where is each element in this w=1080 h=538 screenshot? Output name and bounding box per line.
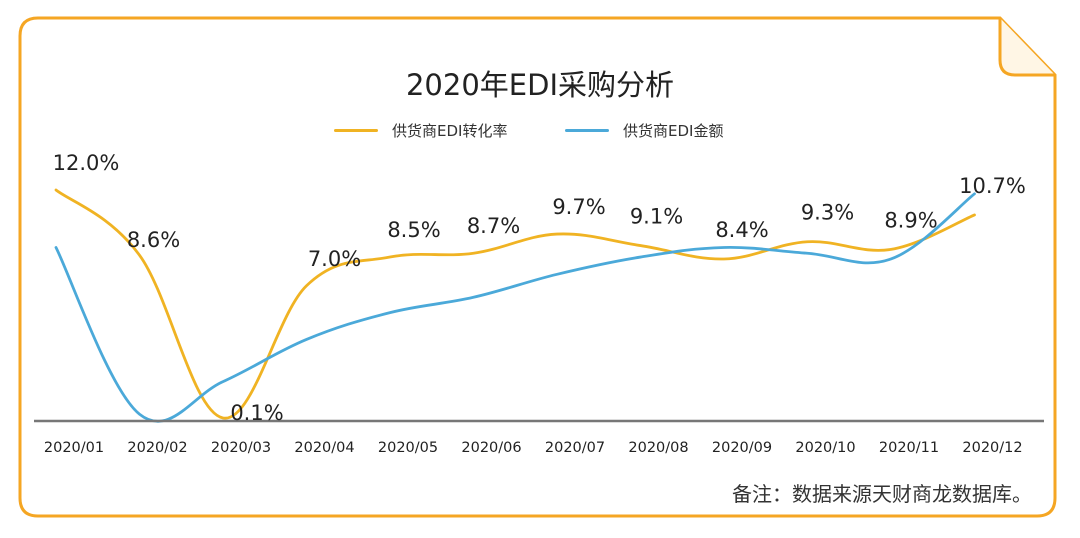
- data-label: 8.6%: [127, 228, 180, 252]
- x-tick-label: 2020/08: [628, 440, 688, 456]
- data-label: 9.1%: [630, 205, 683, 229]
- data-label: 10.7%: [959, 174, 1026, 198]
- x-tick-label: 2020/01: [44, 440, 104, 456]
- data-label: 0.1%: [230, 401, 283, 425]
- x-tick-label: 2020/04: [294, 440, 354, 456]
- x-tick-label: 2020/12: [962, 440, 1022, 456]
- x-tick-label: 2020/07: [545, 440, 605, 456]
- x-tick-label: 2020/09: [712, 440, 772, 456]
- data-label: 7.0%: [308, 247, 361, 271]
- series-line-conversion-rate: [54, 188, 976, 420]
- data-label: 12.0%: [53, 151, 120, 175]
- x-tick-label: 2020/02: [127, 440, 187, 456]
- legend-label-amount: 供货商EDI金额: [623, 122, 724, 140]
- data-label: 9.3%: [801, 201, 854, 225]
- data-label: 8.9%: [884, 208, 937, 232]
- series-line-amount: [54, 192, 976, 423]
- x-tick-label: 2020/03: [211, 440, 271, 456]
- folded-corner: [998, 18, 1055, 77]
- card-border: [18, 16, 1057, 518]
- data-label: 8.5%: [387, 218, 440, 242]
- x-tick-label: 2020/06: [461, 440, 521, 456]
- legend-label-conversion-rate: 供货商EDI转化率: [392, 122, 508, 140]
- legend-item-conversion-rate: 供货商EDI转化率: [334, 120, 507, 141]
- x-tick-label: 2020/05: [378, 440, 438, 456]
- data-label: 9.7%: [552, 195, 605, 219]
- data-label: 8.7%: [467, 214, 520, 238]
- chart-title: 2020年EDI采购分析: [405, 68, 674, 102]
- legend-swatch-amount: [565, 129, 609, 132]
- data-label: 8.4%: [715, 218, 768, 242]
- x-tick-label: 2020/10: [795, 440, 855, 456]
- legend-item-amount: 供货商EDI金额: [565, 120, 723, 141]
- x-tick-label: 2020/11: [879, 440, 939, 456]
- legend-swatch-conversion-rate: [334, 129, 378, 132]
- source-note: 备注：数据来源天财商龙数据库。: [732, 482, 1032, 506]
